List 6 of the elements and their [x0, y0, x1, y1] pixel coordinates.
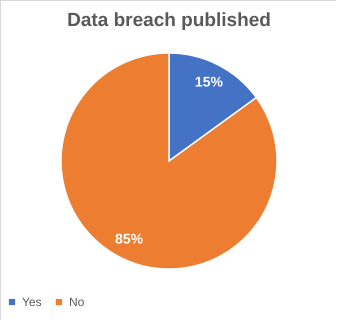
pie-slice	[60, 52, 278, 270]
data-label: 15%	[194, 74, 224, 90]
legend-label: Yes	[22, 295, 42, 310]
legend-label: No	[69, 295, 85, 310]
data-label: 85%	[115, 230, 144, 246]
chart-title: Data breach published	[67, 10, 271, 31]
